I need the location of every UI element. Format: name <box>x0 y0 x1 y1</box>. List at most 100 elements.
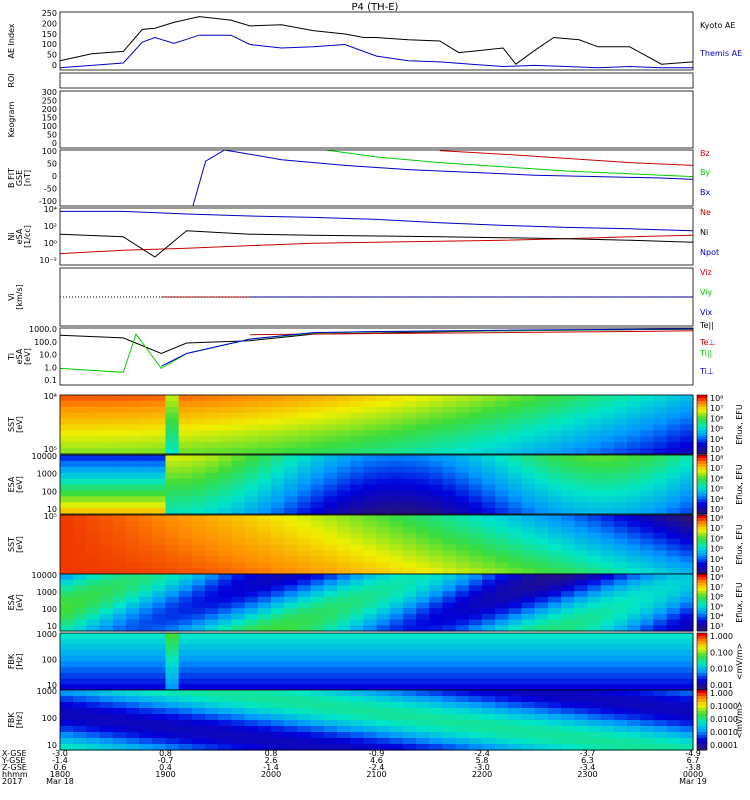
heatmap-cell <box>627 568 641 575</box>
panel-frame <box>59 11 694 71</box>
heatmap-cell <box>350 484 364 491</box>
heatmap-cell <box>139 544 153 551</box>
heatmap-cell <box>257 430 272 437</box>
heatmap-cell <box>350 613 364 621</box>
heatmap-cell <box>165 574 180 581</box>
heatmap-cell <box>561 484 575 491</box>
heatmap-cell <box>561 608 575 615</box>
heatmap-cell <box>376 702 391 709</box>
heatmap-cell <box>231 472 246 480</box>
heatmap-cell <box>534 568 549 575</box>
heatmap-cell <box>363 608 378 615</box>
colorbar-label: <mV/m> <box>735 701 744 738</box>
heatmap-cell <box>284 520 298 528</box>
heatmap-cell <box>350 532 364 540</box>
heatmap-cell <box>310 678 325 685</box>
heatmap-cell <box>561 538 575 546</box>
heatmap-cell <box>600 661 615 668</box>
colorbar-label: Eflux, EFU <box>735 582 744 623</box>
heatmap-cell <box>613 702 628 709</box>
heatmap-cell <box>640 638 655 645</box>
heatmap-cell <box>125 424 140 431</box>
heatmap-cell <box>640 490 655 497</box>
y-tick-label: 50 <box>47 51 57 60</box>
heatmap-cell <box>429 638 444 645</box>
heatmap-cell <box>679 667 694 674</box>
heatmap-cell <box>125 412 140 420</box>
heatmap-cell <box>284 418 298 426</box>
heatmap-cell <box>613 502 628 509</box>
colorbar-step <box>697 619 707 623</box>
heatmap-cell <box>350 655 364 663</box>
heatmap-cell <box>257 720 272 727</box>
heatmap-cell <box>231 732 246 739</box>
heatmap-cell <box>574 460 589 468</box>
heatmap-cell <box>455 613 470 621</box>
heatmap-cell <box>534 496 549 503</box>
heatmap-cell <box>468 596 483 604</box>
heatmap-cell <box>574 672 589 680</box>
heatmap-cell <box>376 502 391 509</box>
heatmap-cell <box>60 526 74 534</box>
heatmap-cell <box>165 720 180 727</box>
heatmap-cell <box>600 638 615 645</box>
heatmap-cell <box>442 732 457 739</box>
heatmap-cell <box>534 619 549 626</box>
heatmap-cell <box>482 544 496 551</box>
heatmap-cell <box>60 520 74 528</box>
heatmap-cell <box>640 436 655 443</box>
heatmap-cell <box>627 508 641 515</box>
heatmap-cell <box>218 696 233 703</box>
heatmap-cell <box>350 684 364 691</box>
heatmap-cell <box>429 532 444 540</box>
heatmap-cell <box>139 644 153 651</box>
heatmap-cell <box>613 738 628 745</box>
heatmap-cell <box>574 732 589 739</box>
heatmap-cell <box>455 532 470 540</box>
heatmap-cell <box>455 684 470 691</box>
heatmap-cell <box>600 650 615 657</box>
heatmap-cell <box>139 708 153 715</box>
heatmap-cell <box>653 702 668 709</box>
heatmap-cell <box>350 448 364 455</box>
heatmap-cell <box>363 424 378 431</box>
heatmap-cell <box>429 395 444 402</box>
heatmap-cell <box>640 690 655 697</box>
heatmap-cell <box>389 508 404 515</box>
heatmap-cell <box>231 430 246 437</box>
heatmap-cell <box>613 613 628 621</box>
heatmap-cell <box>152 714 167 721</box>
x-axis-value: 0000 <box>683 770 703 779</box>
heatmap-cell <box>297 574 312 581</box>
heatmap-cell <box>165 430 180 437</box>
heatmap-cell <box>297 720 312 727</box>
heatmap-cell <box>310 591 325 598</box>
heatmap-cell <box>310 538 325 546</box>
heatmap-cell <box>363 484 378 491</box>
heatmap-cell <box>574 424 589 431</box>
heatmap-cell <box>99 568 114 575</box>
y-axis-label: eSA <box>15 348 24 364</box>
heatmap-cell <box>534 633 549 640</box>
heatmap-cell <box>521 484 536 491</box>
heatmap-cell <box>336 633 351 640</box>
heatmap-cell <box>310 738 325 745</box>
heatmap-cell <box>534 579 549 586</box>
heatmap-cell <box>574 442 589 449</box>
heatmap-cell <box>99 466 114 474</box>
heatmap-cell <box>455 515 470 522</box>
y-tick-label: 10⁵ <box>44 512 57 521</box>
colorbar-step <box>697 699 707 703</box>
colorbar-step <box>697 696 707 700</box>
heatmap-cell <box>442 544 457 551</box>
heatmap-cell <box>284 613 298 621</box>
heatmap-cell <box>125 496 140 503</box>
heatmap-cell <box>521 596 536 604</box>
heatmap-cell <box>587 568 602 575</box>
heatmap-cell <box>323 496 338 503</box>
y-axis-label: ESA <box>7 476 16 492</box>
heatmap-cell <box>310 448 325 455</box>
heatmap-cell <box>468 460 483 468</box>
x-axis-value: -3.8 <box>685 763 701 772</box>
